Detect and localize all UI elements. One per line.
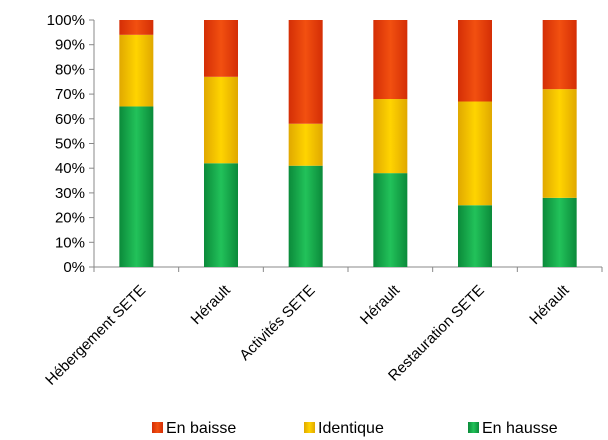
legend-label-en-hausse: En hausse xyxy=(482,420,558,437)
bar-segment-en-hausse xyxy=(373,173,408,267)
bar-segment-en-hausse xyxy=(204,163,238,267)
y-tick-label: 60% xyxy=(55,111,85,128)
bar-segment-en-hausse xyxy=(542,197,577,267)
bar-segment-en-baisse xyxy=(542,20,577,90)
bar-segment-identique xyxy=(288,123,323,166)
y-tick-label: 90% xyxy=(55,37,85,54)
x-tick-label: Restauration SETE xyxy=(385,282,488,385)
y-tick-label: 40% xyxy=(55,160,85,177)
y-tick-label: 30% xyxy=(55,185,85,202)
y-tick-label: 100% xyxy=(47,12,85,29)
bar-segment-en-hausse xyxy=(458,205,492,267)
legend-label-en-baisse: En baisse xyxy=(166,420,236,437)
x-tick-label: Hébergement SETE xyxy=(42,282,149,389)
bar-segment-identique xyxy=(373,99,408,174)
bar-segment-identique xyxy=(542,89,577,198)
legend-swatch-identique xyxy=(304,422,315,433)
y-tick-label: 20% xyxy=(55,210,85,227)
x-tick-label: Hérault xyxy=(188,281,235,328)
y-tick-label: 70% xyxy=(55,86,85,103)
legend-swatch-en-baisse xyxy=(152,422,163,433)
x-tick-label: Activités SETE xyxy=(236,282,318,364)
axes xyxy=(89,19,603,272)
bar-segment-identique xyxy=(119,34,154,107)
bar-segment-identique xyxy=(204,76,238,164)
bar-segment-en-baisse xyxy=(119,20,154,35)
y-tick-label: 80% xyxy=(55,61,85,78)
legend-swatch-en-hausse xyxy=(468,422,479,433)
x-tick-label: Hérault xyxy=(357,281,404,328)
y-tick-label: 50% xyxy=(55,136,85,153)
bar-segment-en-baisse xyxy=(373,20,408,100)
bar-segment-identique xyxy=(458,101,492,206)
bar-segment-en-baisse xyxy=(288,20,323,124)
y-tick-label: 0% xyxy=(63,259,85,276)
bar-segment-en-baisse xyxy=(458,20,492,102)
legend: En baisse Identique En hausse xyxy=(152,420,558,437)
bars xyxy=(119,20,577,267)
legend-label-identique: Identique xyxy=(318,420,384,437)
bar-segment-en-baisse xyxy=(204,20,238,77)
bar-segment-en-hausse xyxy=(288,165,323,267)
x-tick-label: Hérault xyxy=(526,281,573,328)
bar-segment-en-hausse xyxy=(119,106,154,267)
y-tick-label: 10% xyxy=(55,234,85,251)
